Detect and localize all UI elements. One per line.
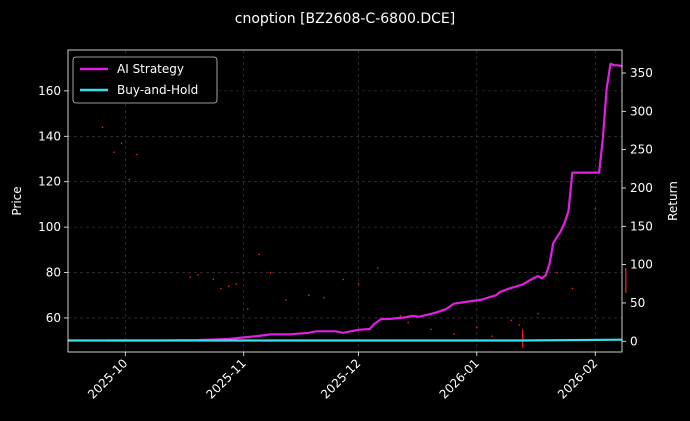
price-point [227, 285, 230, 287]
price-point [308, 294, 310, 297]
series-layer [68, 62, 623, 342]
chart-title: cnoption [BZ2608-C-6800.DCE] [235, 11, 455, 27]
y2-tick-label: 150 [630, 219, 653, 233]
buy-and-hold-line [68, 338, 623, 342]
price-point [212, 278, 214, 281]
price-point [556, 271, 558, 274]
price-point [537, 312, 539, 315]
price-point [113, 151, 115, 153]
price-point [571, 287, 574, 290]
price-point [197, 274, 199, 276]
price-layer [82, 101, 627, 348]
price-point [189, 276, 192, 278]
y-axis-left: 60 80 100 120 140 160 [38, 84, 68, 325]
price-point [269, 271, 272, 274]
price-point [136, 153, 138, 156]
y2-tick-label: 200 [630, 181, 653, 195]
legend-label-buy-and-hold: Buy-and-Hold [117, 83, 198, 97]
y-axis-title: Price [10, 186, 24, 215]
price-point [407, 321, 409, 324]
price-point [342, 278, 344, 281]
y-tick-label: 120 [38, 175, 61, 189]
price-point [476, 326, 478, 328]
y2-tick-label: 50 [630, 296, 645, 310]
price-point [323, 296, 325, 299]
y2-tick-label: 300 [630, 104, 653, 118]
y2-tick-label: 0 [630, 334, 638, 348]
price-point [453, 333, 455, 335]
price-point [120, 142, 123, 144]
price-point [128, 178, 130, 181]
price-point [285, 299, 287, 301]
price-point [246, 308, 249, 310]
price-point [258, 253, 260, 256]
legend-label-ai-strategy: AI Strategy [117, 62, 184, 76]
plot-frame [67, 49, 623, 353]
price-point [376, 267, 379, 269]
price-point [399, 315, 402, 317]
y-tick-label: 100 [38, 220, 61, 234]
y-axis-right: 0 50 100 150 200 250 300 350 [622, 66, 653, 348]
y2-tick-label: 100 [630, 258, 653, 272]
price-point [430, 328, 432, 331]
y2-tick-label: 350 [630, 66, 653, 80]
y-tick-label: 160 [38, 84, 61, 98]
price-point [510, 319, 512, 322]
price-point [220, 287, 222, 290]
y-tick-label: 140 [38, 129, 61, 143]
price-point [594, 208, 597, 210]
y-tick-label: 60 [46, 311, 61, 325]
price-point [491, 335, 493, 337]
price-point [518, 324, 520, 326]
y2-tick-label: 250 [630, 143, 653, 157]
price-point [235, 283, 237, 285]
y2-axis-title: Return [666, 181, 680, 221]
legend: AI Strategy Buy-and-Hold [72, 56, 218, 104]
legend-box [72, 56, 218, 104]
price-point [101, 126, 104, 129]
ai-strategy-line [106, 62, 623, 342]
price-point [357, 283, 360, 285]
y-tick-label: 80 [46, 266, 61, 280]
